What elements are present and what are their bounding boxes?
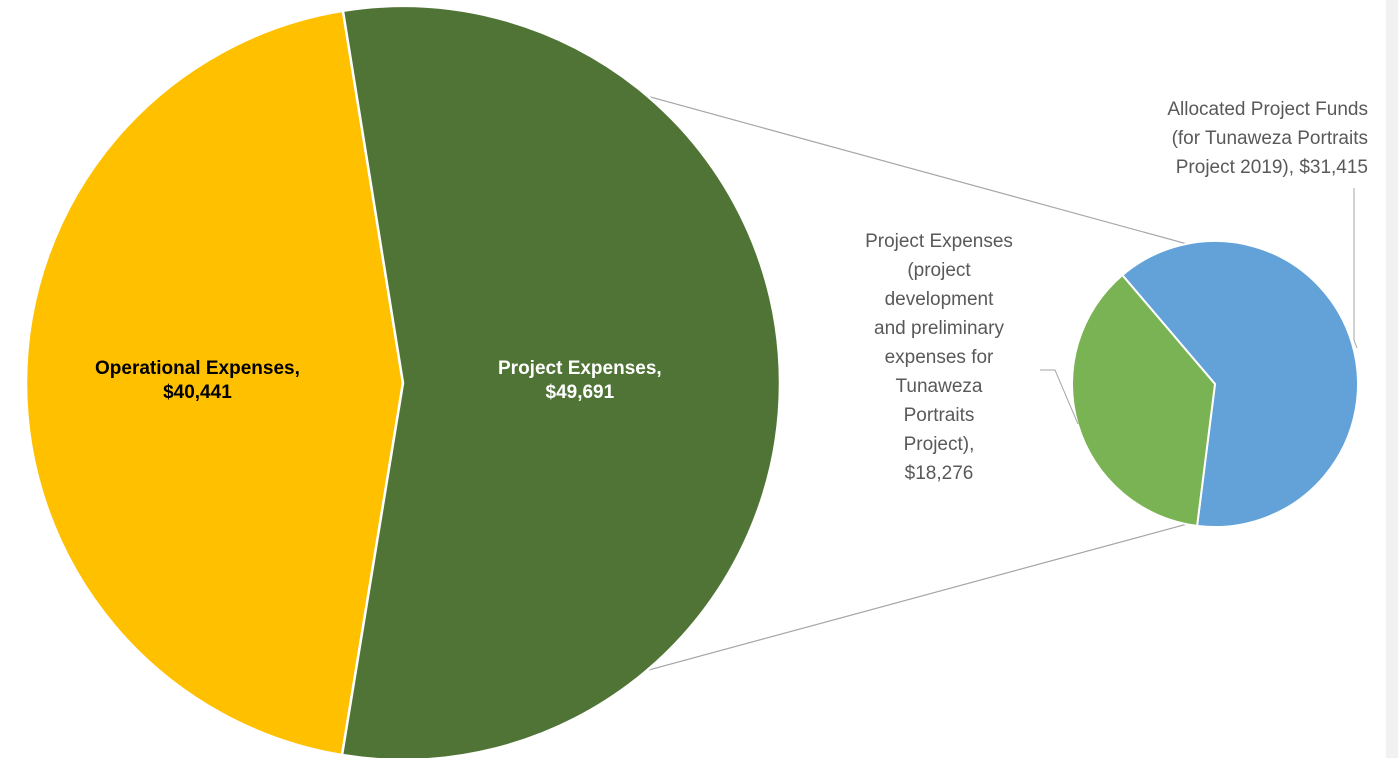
pie-slice-project-expenses-detail <box>1071 273 1217 527</box>
operational-expenses-label: Operational Expenses, $40,441 <box>95 357 300 405</box>
project-expenses-detail-label-line-4: and preliminary <box>874 318 1004 339</box>
project-expenses-value: $49,691 <box>545 382 615 403</box>
project-expenses-detail-label-line-1: Project Expenses <box>865 231 1013 252</box>
pie-slice-allocated-project-funds <box>1120 240 1359 528</box>
leader-line-project-expenses-detail <box>1040 369 1079 425</box>
project-expenses-detail-label: Project Expenses (project development and p… <box>850 227 1028 488</box>
operational-expenses-name: Operational Expenses, <box>95 358 300 379</box>
project-expenses-detail-label-line-7: Portraits <box>903 405 975 426</box>
allocated-project-funds-label: Allocated Project Funds (for Tunaweza Por… <box>1167 95 1368 182</box>
project-expenses-name: Project Expenses, <box>498 358 662 379</box>
scrollbar[interactable] <box>1386 0 1398 758</box>
pie-slice-project-expenses <box>340 4 782 758</box>
project-expenses-detail-label-line-3: development <box>884 289 994 310</box>
project-expenses-label: Project Expenses, $49,691 <box>498 357 662 405</box>
project-expenses-detail-label-line-6: Tunaweza <box>895 376 983 397</box>
allocated-project-funds-label-line-2: (for Tunaweza Portraits <box>1171 128 1368 149</box>
project-expenses-detail-label-line-9: $18,276 <box>904 463 974 484</box>
leader-line-allocated-funds <box>1353 188 1358 349</box>
operational-expenses-value: $40,441 <box>163 382 232 403</box>
allocated-project-funds-label-line-1: Allocated Project Funds <box>1167 99 1368 120</box>
allocated-project-funds-label-line-3: Project 2019), $31,415 <box>1175 157 1368 178</box>
project-expenses-detail-label-line-5: expenses for <box>884 347 994 368</box>
project-expenses-detail-label-line-8: Project), <box>903 434 975 455</box>
project-expenses-detail-label-line-2: (project <box>907 260 971 281</box>
pie-slice-operational-expenses <box>24 9 405 757</box>
